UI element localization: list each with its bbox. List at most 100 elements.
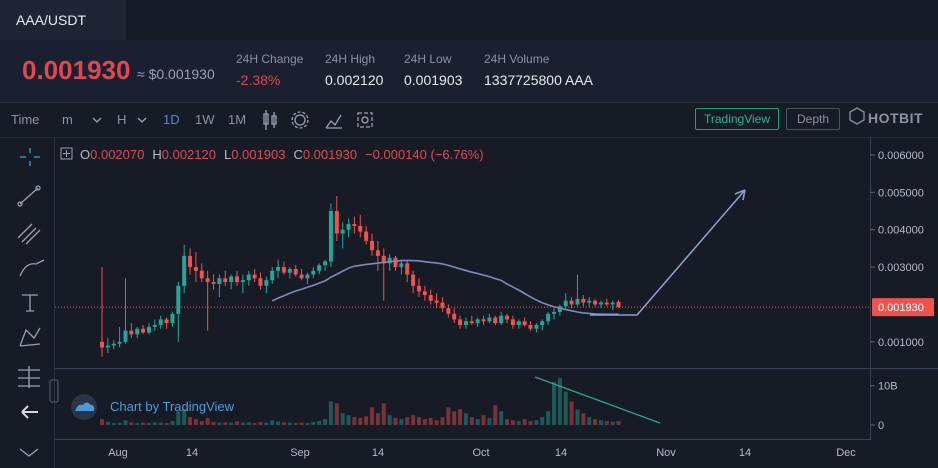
logo-icon <box>849 107 865 125</box>
candle-body <box>493 317 498 324</box>
volume-bar <box>598 420 603 425</box>
settings-icon[interactable] <box>294 114 306 126</box>
candle-body <box>381 255 386 264</box>
collapse-handle[interactable] <box>49 379 59 403</box>
screenshot-icon[interactable] <box>357 112 373 128</box>
volume-bar <box>182 409 187 425</box>
candle-body <box>598 302 603 305</box>
moving-average <box>271 259 619 316</box>
volume-bar <box>246 422 251 425</box>
volume-bar <box>416 417 421 425</box>
candle-icon[interactable] <box>263 110 277 130</box>
tradingview-button[interactable]: TradingView <box>695 108 779 130</box>
toolbar <box>0 102 938 138</box>
pair-tab[interactable]: AAA/USDT <box>0 0 126 40</box>
legend-toggle[interactable] <box>60 147 73 160</box>
minute-menu[interactable]: m <box>62 112 73 127</box>
candle-body <box>276 267 281 271</box>
y-tick-label: 0.005000 <box>878 187 924 199</box>
ohlc-legend: O0.002070 H0.002120 L0.001903 C0.001930 −0.0… <box>80 147 484 162</box>
volume-tick-label: 10B <box>878 381 898 393</box>
volume-bar <box>305 423 310 425</box>
collapse-button[interactable] <box>19 448 39 457</box>
candle-body <box>604 302 609 305</box>
volume-bar <box>211 421 216 425</box>
user-drawing <box>590 189 746 316</box>
candle-body <box>129 330 134 335</box>
volume-bar <box>575 409 580 425</box>
interval-button[interactable]: 1D <box>163 112 180 127</box>
volume-bar <box>164 423 169 425</box>
candle-body <box>610 302 615 305</box>
x-tick-label: 14 <box>186 447 198 459</box>
candle-body <box>235 276 240 283</box>
last-price: 0.001930 <box>22 55 131 85</box>
candle-body <box>481 319 486 322</box>
legend-value: 0.001903 <box>231 147 286 162</box>
trendline-tool[interactable] <box>19 187 39 205</box>
volume-bar <box>352 417 357 425</box>
volume-bar <box>546 411 551 425</box>
hour-menu[interactable]: H <box>117 112 127 127</box>
volume-bar <box>604 421 609 425</box>
candle-body <box>170 313 175 324</box>
stat-label: 24H Change <box>236 52 304 66</box>
indicator-icon[interactable] <box>325 114 342 129</box>
candle-body <box>293 268 298 275</box>
legend-item: O0.002070 <box>80 147 144 162</box>
pattern-tool[interactable] <box>19 327 41 347</box>
volume-bar <box>469 417 474 425</box>
depth-button[interactable]: Depth <box>786 108 840 130</box>
volume-bar <box>534 420 539 425</box>
legend-label: C <box>293 147 303 162</box>
candle-body <box>528 325 533 329</box>
candle-body <box>193 267 198 271</box>
settings-icon <box>291 111 309 129</box>
volume-bar <box>493 405 498 425</box>
draw-toolbar <box>0 138 54 468</box>
volume-bar <box>569 401 574 425</box>
volume-bar <box>499 411 504 425</box>
dropdown-icon <box>92 117 102 123</box>
candle-body <box>287 268 292 273</box>
watermark[interactable]: Chart by TradingView <box>110 399 235 414</box>
candle-body <box>205 278 210 283</box>
volume-bar <box>405 417 410 425</box>
fib-tool[interactable] <box>17 223 41 245</box>
candle-body <box>334 211 339 234</box>
candle-body <box>240 280 245 283</box>
interval-button[interactable]: 1W <box>195 112 215 127</box>
logo: HOTBIT <box>868 110 924 126</box>
brush-tool[interactable] <box>19 259 45 277</box>
volume-bar <box>223 422 228 425</box>
x-tick-label: 14 <box>739 447 751 459</box>
volume-bar <box>158 422 163 425</box>
y-tick-label: 0.001000 <box>878 337 924 349</box>
y-tick-label: 0.006000 <box>878 150 924 162</box>
candle-body <box>117 341 122 344</box>
usd-price: ≈ $0.001930 <box>137 66 215 82</box>
volume-bar <box>340 413 345 425</box>
volume-bar <box>364 416 369 425</box>
crosshair-tool[interactable] <box>20 148 40 166</box>
stat-value: 1337725800 AAA <box>484 72 593 88</box>
volume-bar <box>487 417 492 425</box>
candle-body <box>505 315 510 320</box>
candle-body <box>387 257 392 264</box>
back-button[interactable] <box>21 405 38 419</box>
candle-body <box>510 319 515 326</box>
interval-button[interactable]: 1M <box>228 112 247 127</box>
x-tick-label: Oct <box>472 447 489 459</box>
measure-tool[interactable] <box>18 366 40 388</box>
legend-label: L <box>223 147 232 162</box>
last-price-label: 0.001930 <box>878 302 924 314</box>
volume-bar <box>129 422 134 425</box>
text-tool[interactable] <box>22 294 38 312</box>
candle-body <box>540 321 545 326</box>
volume-bar <box>458 409 463 425</box>
legend-item: C0.001930 <box>293 147 357 162</box>
candle-body <box>405 263 410 275</box>
volume-bar <box>170 421 175 425</box>
volume-bar <box>188 417 193 425</box>
